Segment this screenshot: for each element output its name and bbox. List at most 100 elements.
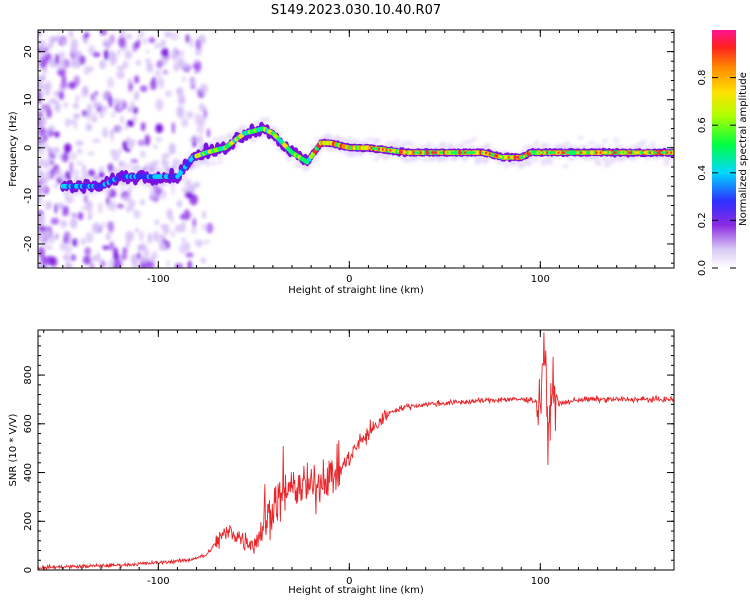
band-cell [517, 156, 520, 159]
snr-ytick-label: 800 [23, 366, 34, 385]
band-cell [399, 150, 402, 153]
noise-blob [85, 123, 93, 132]
halo-blob [120, 181, 127, 186]
band-cell [484, 151, 488, 155]
noise-blob [163, 223, 170, 235]
noise-blob [192, 217, 197, 228]
halo-blob [394, 139, 401, 144]
noise-blob [130, 159, 138, 164]
band-cell [418, 151, 421, 154]
noise-blob [140, 150, 146, 159]
noise-blob [105, 232, 111, 241]
band-cell [588, 151, 591, 154]
noise-blob [88, 211, 93, 219]
band-cell [467, 151, 470, 154]
noise-blob [70, 38, 79, 51]
noise-blob [77, 211, 84, 221]
noise-blob [124, 50, 133, 60]
spectrogram-ytick-label: -10 [23, 188, 34, 204]
halo-blob [568, 157, 575, 162]
noise-blob [91, 222, 101, 234]
noise-blob [81, 86, 89, 98]
band-cell [431, 151, 434, 154]
band-cell [441, 151, 444, 154]
noise-blob [176, 57, 185, 70]
noise-blob [124, 123, 129, 131]
noise-blob [58, 91, 64, 100]
noise-blob [141, 255, 149, 264]
band-cell [429, 151, 432, 154]
halo-blob [336, 136, 343, 141]
band-cell [540, 151, 543, 154]
halo-blob [611, 157, 618, 162]
noise-blob [200, 257, 206, 264]
halo-blob [596, 161, 603, 166]
band-cell [374, 147, 377, 150]
band-cell [639, 151, 642, 154]
noise-blob [38, 225, 47, 232]
noise-blob [143, 248, 150, 258]
noise-blob [59, 219, 68, 229]
noise-blob [69, 152, 77, 161]
band-cell [666, 151, 669, 154]
band-cell [410, 151, 413, 154]
halo-blob [617, 144, 624, 149]
noise-blob [182, 76, 186, 83]
band-cell [378, 147, 381, 151]
noise-blob [50, 217, 60, 225]
noise-blob [60, 61, 66, 67]
noise-blob [171, 122, 175, 134]
band-cell [591, 151, 595, 154]
noise-blob [45, 81, 51, 90]
band-cell [383, 148, 386, 151]
noise-blob [82, 255, 92, 265]
band-cell [381, 148, 384, 151]
band-cell [530, 151, 533, 154]
noise-blob [151, 252, 156, 264]
band-cell [618, 151, 621, 154]
band-cell [498, 155, 501, 158]
snr-series-line [38, 332, 674, 570]
noise-blob [61, 39, 68, 45]
halo-blob [577, 135, 584, 140]
noise-blob [79, 55, 86, 66]
band-cell [385, 148, 388, 152]
noise-blob [38, 109, 43, 114]
band-cell [607, 151, 610, 154]
colorbar-tick-label: 0.0 [697, 260, 708, 276]
band-cell [477, 151, 480, 154]
noise-blob [90, 93, 95, 102]
band-cell [460, 151, 463, 154]
band-cell [372, 147, 375, 150]
noise-blob [48, 147, 52, 159]
noise-blob [118, 147, 122, 154]
noise-blob [92, 138, 101, 143]
noise-blob [54, 101, 61, 113]
band-cell [433, 151, 436, 154]
band-cell [513, 156, 516, 159]
noise-blob [62, 205, 66, 217]
noise-blob [189, 79, 197, 85]
noise-blob [206, 222, 214, 234]
halo-blob [374, 138, 381, 143]
noise-blob [126, 119, 135, 127]
band-cell [435, 151, 438, 154]
figure-title: S149.2023.030.10.40.R07 [271, 3, 441, 18]
noise-blob [44, 145, 51, 151]
noise-blob [172, 47, 178, 55]
noise-blob [74, 50, 81, 59]
noise-blob [125, 33, 133, 40]
band-cell [542, 151, 545, 154]
snr-ytick-label: 200 [23, 512, 34, 531]
band-cell [526, 153, 530, 156]
spectrogram-ytick-label: 10 [23, 93, 34, 106]
band-cell [488, 152, 491, 156]
band-cell [515, 156, 518, 159]
halo-blob [461, 140, 468, 146]
noise-blob [170, 32, 179, 41]
halo-blob [440, 141, 447, 147]
noise-blob [85, 200, 93, 212]
colorbar: 0.0 0.2 0.4 0.6 0.8 Normalized spectral ampl… [697, 30, 749, 276]
noise-blob [158, 242, 167, 251]
